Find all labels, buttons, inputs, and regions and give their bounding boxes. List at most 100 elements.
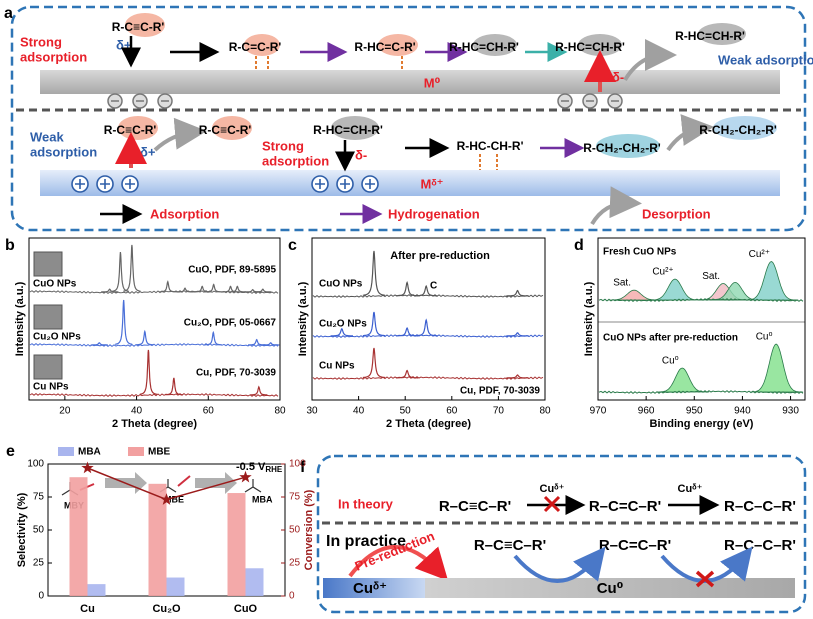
highlight — [331, 116, 379, 140]
surface-label: Mᵟ⁺ — [421, 176, 444, 191]
frame — [316, 454, 807, 614]
x-axis-label: 2 Theta (degree) — [386, 418, 471, 430]
panel-label: a — [4, 5, 13, 22]
x-axis-label: Binding energy (eV) — [650, 418, 754, 430]
y-tick-label: 50 — [33, 525, 45, 536]
sample-image — [33, 354, 63, 380]
peak — [362, 311, 386, 337]
x-tick-label: 40 — [131, 406, 143, 417]
molecule: R–C≡C–R' — [474, 537, 546, 554]
x-tick-label: 960 — [638, 406, 655, 417]
annotation: After pre-reduction — [390, 250, 490, 262]
arrow — [195, 472, 237, 494]
bar — [245, 568, 264, 596]
peak — [506, 289, 529, 297]
peak — [205, 283, 223, 293]
molecule: R–C≡C–R' — [439, 498, 511, 515]
x-axis-label: 2 Theta (degree) — [112, 418, 197, 430]
bar — [69, 477, 88, 596]
potential-value: -0.5 V — [236, 461, 266, 473]
y-axis-label: Intensity (a.u.) — [297, 281, 309, 356]
x-tick-label: 80 — [539, 406, 551, 417]
peak — [176, 287, 194, 293]
charge: δ- — [355, 147, 367, 162]
arrow — [623, 39, 677, 82]
peak — [139, 349, 157, 395]
section-title: In theory — [338, 496, 394, 511]
x-tick-label: 20 — [59, 406, 71, 417]
x-tick-label: 930 — [782, 406, 799, 417]
peak — [90, 342, 108, 346]
reference: Cu, PDF, 70-3039 — [460, 386, 540, 397]
molecule: R–C=C–R' — [589, 498, 661, 515]
peak — [415, 284, 438, 297]
frame — [10, 5, 807, 232]
x-tick-label: 30 — [306, 406, 318, 417]
peak — [115, 299, 133, 345]
peak — [750, 343, 804, 393]
catalyst: Cuᵟ⁺ — [678, 483, 703, 495]
peak-label: Sat. — [702, 271, 720, 282]
blocked — [695, 570, 715, 588]
peak — [159, 280, 177, 293]
sample-image — [33, 251, 63, 277]
peak — [395, 281, 419, 297]
inset: MBY MBE MBA -0.5 VRHE — [61, 461, 283, 510]
sample-image — [33, 304, 63, 330]
arrow — [153, 117, 207, 152]
strong-adsorption: adsorption — [20, 49, 87, 64]
x-tick-label: 70 — [493, 406, 505, 417]
molecule: R–C–C–R' — [724, 537, 796, 554]
bar — [148, 483, 167, 596]
peak — [101, 288, 119, 293]
peak — [395, 326, 419, 337]
baseline — [598, 298, 804, 303]
peak — [330, 327, 353, 337]
highlight — [244, 34, 280, 56]
peak — [136, 329, 154, 346]
panel-label: f — [300, 459, 306, 476]
molecule-label: MBE — [164, 494, 184, 504]
baseline — [29, 392, 279, 398]
section-title: In practice — [326, 533, 406, 550]
potential-sub: RHE — [265, 465, 283, 474]
peak-label: Cu⁰ — [662, 356, 679, 367]
peak — [362, 250, 386, 296]
x-tick-label: 60 — [203, 406, 215, 417]
peak — [250, 385, 268, 396]
weak-adsorption: Weak — [30, 129, 64, 144]
bar — [87, 584, 106, 596]
blocked — [543, 495, 561, 513]
series-name: CuO NPs — [319, 279, 363, 290]
positive-sites — [71, 175, 379, 193]
peak — [111, 252, 130, 292]
molecule-label: MBA — [252, 494, 273, 504]
baseline — [312, 375, 544, 381]
molecule: R-C≡C-R' — [104, 123, 157, 137]
peak-label: Cu²⁺ — [749, 249, 770, 260]
baseline — [29, 342, 279, 348]
x-tick-label: 60 — [446, 406, 458, 417]
highlight — [713, 116, 777, 140]
x-tick-label: 940 — [734, 406, 751, 417]
bond-lines — [479, 154, 498, 170]
panel-a: a M⁰ Strong adsorption R-C≡C-R' δ+ R-C=C… — [4, 5, 813, 232]
charge: δ+ — [140, 144, 156, 159]
molecule: R-C≡C-R' — [112, 20, 165, 34]
peak — [395, 369, 419, 379]
highlight — [212, 116, 252, 140]
x-tick-label: 970 — [590, 406, 607, 417]
legend-label: MBA — [78, 447, 101, 458]
marker — [239, 470, 252, 483]
panel-label: b — [5, 237, 15, 254]
y2-tick-label: 50 — [289, 525, 301, 536]
y-tick-label: 0 — [38, 591, 44, 602]
weak-adsorption: Weak adsorption — [718, 52, 813, 67]
y-tick-label: 75 — [33, 492, 45, 503]
series-name: Cu NPs — [319, 361, 355, 372]
baseline — [598, 390, 804, 395]
peak — [656, 367, 710, 393]
strong-adsorption: Strong — [262, 138, 304, 153]
molecule: R-C≡C-R' — [199, 123, 252, 137]
y-tick-label: 25 — [33, 558, 45, 569]
